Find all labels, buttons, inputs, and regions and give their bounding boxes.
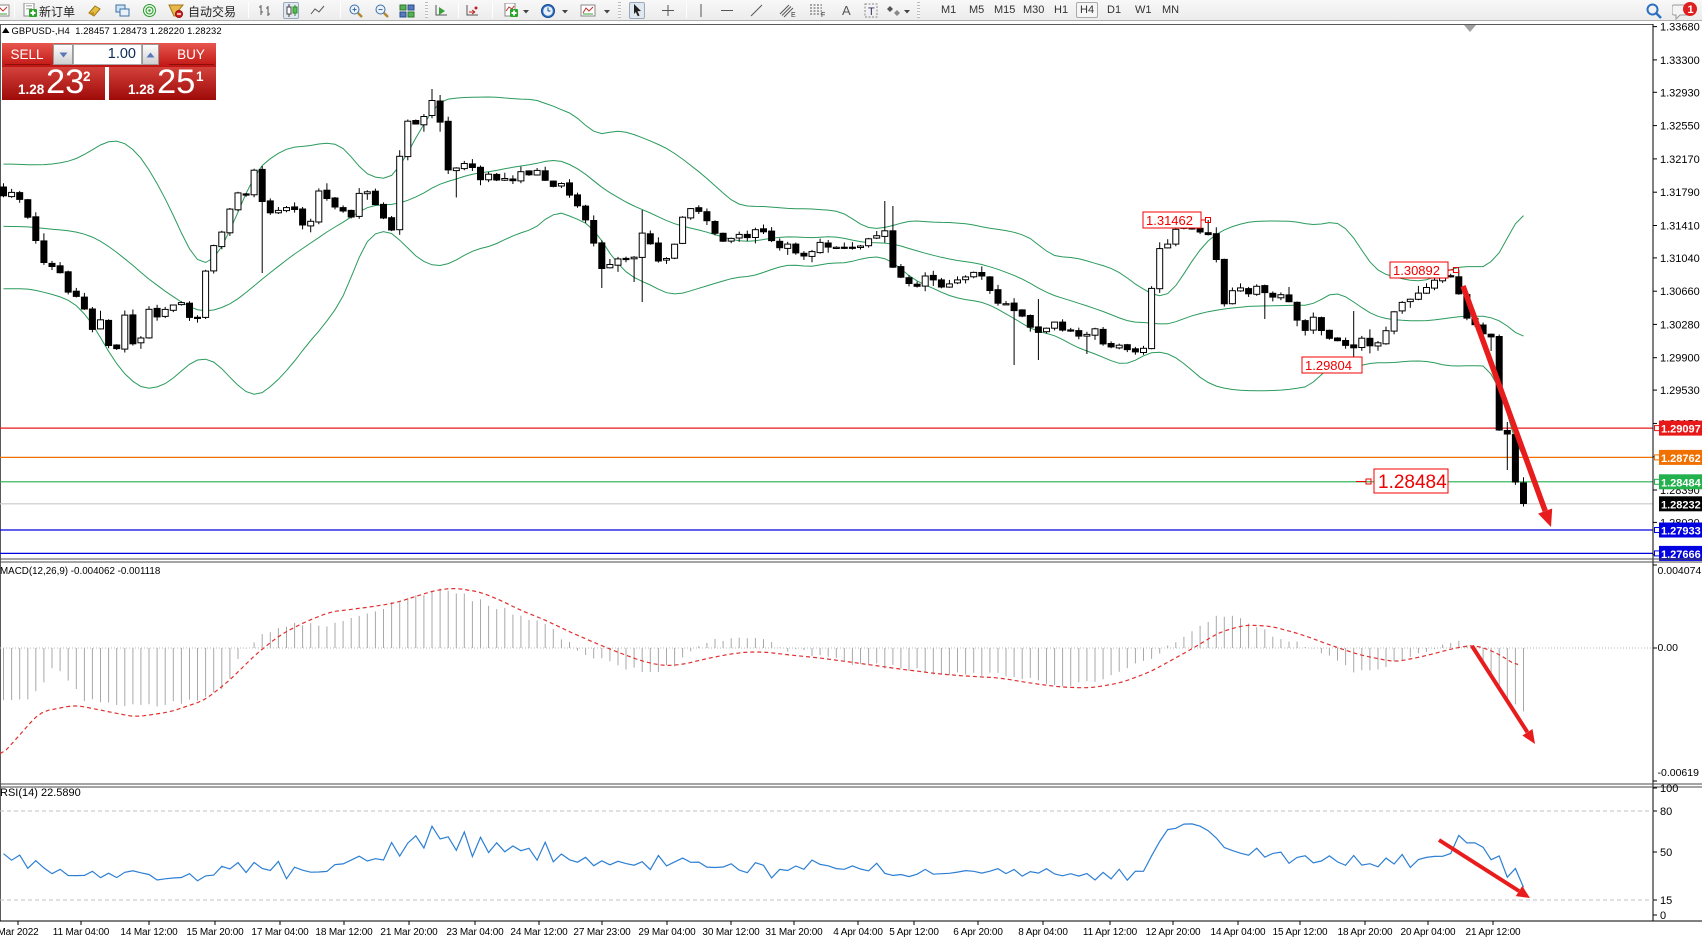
svg-text:A: A xyxy=(842,3,851,18)
svg-text:1.29530: 1.29530 xyxy=(1660,385,1700,397)
svg-text:14 Apr 04:00: 14 Apr 04:00 xyxy=(1211,927,1267,938)
svg-text:20 Apr 04:00: 20 Apr 04:00 xyxy=(1401,927,1457,938)
svg-text:100: 100 xyxy=(1660,783,1678,795)
svg-text:1.31790: 1.31790 xyxy=(1660,187,1700,199)
svg-text:24 Mar 12:00: 24 Mar 12:00 xyxy=(510,927,568,938)
svg-text:1.32550: 1.32550 xyxy=(1660,121,1700,133)
svg-text:17 Mar 04:00: 17 Mar 04:00 xyxy=(251,927,309,938)
svg-text:0.004074: 0.004074 xyxy=(1658,565,1702,577)
svg-text:5 Apr 12:00: 5 Apr 12:00 xyxy=(889,927,939,938)
svg-text:15: 15 xyxy=(1660,895,1672,907)
svg-text:8 Apr 04:00: 8 Apr 04:00 xyxy=(1018,927,1068,938)
svg-text:4 Apr 04:00: 4 Apr 04:00 xyxy=(833,927,883,938)
svg-text:18 Mar 12:00: 18 Mar 12:00 xyxy=(315,927,373,938)
svg-text:21 Apr 12:00: 21 Apr 12:00 xyxy=(1466,927,1522,938)
svg-text:1.28484: 1.28484 xyxy=(1661,477,1702,489)
svg-text:80: 80 xyxy=(1660,806,1672,818)
svg-text:1.30660: 1.30660 xyxy=(1660,286,1700,298)
svg-text:E: E xyxy=(791,12,796,18)
svg-text:18 Apr 20:00: 18 Apr 20:00 xyxy=(1338,927,1394,938)
svg-text:1.31040: 1.31040 xyxy=(1660,253,1700,265)
svg-text:27 Mar 23:00: 27 Mar 23:00 xyxy=(573,927,631,938)
svg-text:30 Mar 12:00: 30 Mar 12:00 xyxy=(702,927,760,938)
svg-text:RSI(14) 22.5890: RSI(14) 22.5890 xyxy=(0,787,81,799)
svg-text:1.30280: 1.30280 xyxy=(1660,319,1700,331)
svg-text:21 Mar 20:00: 21 Mar 20:00 xyxy=(380,927,438,938)
svg-text:1.31462: 1.31462 xyxy=(1146,213,1193,228)
svg-text:0.00: 0.00 xyxy=(1658,642,1679,654)
svg-text:1.30892: 1.30892 xyxy=(1393,263,1440,278)
svg-text:50: 50 xyxy=(1660,847,1672,859)
svg-text:MACD(12,26,9) -0.004062 -0.001: MACD(12,26,9) -0.004062 -0.001118 xyxy=(0,566,161,577)
svg-text:1.28762: 1.28762 xyxy=(1661,453,1701,465)
svg-text:11 Apr 12:00: 11 Apr 12:00 xyxy=(1083,927,1138,938)
svg-text:14 Mar 12:00: 14 Mar 12:00 xyxy=(120,927,178,938)
svg-text:1.27933: 1.27933 xyxy=(1661,526,1701,538)
svg-text:31 Mar 20:00: 31 Mar 20:00 xyxy=(765,927,823,938)
svg-text:11 Mar 04:00: 11 Mar 04:00 xyxy=(53,927,110,938)
svg-text:GBPUSD-,H4 1.28457 1.28473 1.: GBPUSD-,H4 1.28457 1.28473 1.28220 1.282… xyxy=(12,25,222,36)
svg-text:1.29097: 1.29097 xyxy=(1661,424,1701,436)
svg-text:15 Apr 12:00: 15 Apr 12:00 xyxy=(1273,927,1329,938)
svg-text:1.28484: 1.28484 xyxy=(1378,472,1447,493)
svg-text:-0.00619: -0.00619 xyxy=(1658,767,1700,779)
svg-text:0: 0 xyxy=(1660,910,1666,922)
svg-text:1.32930: 1.32930 xyxy=(1660,87,1700,99)
svg-text:12 Apr 20:00: 12 Apr 20:00 xyxy=(1146,927,1202,938)
svg-text:F: F xyxy=(821,12,825,18)
svg-text:1.28232: 1.28232 xyxy=(1661,499,1701,511)
svg-text:1.33300: 1.33300 xyxy=(1660,55,1700,67)
svg-text:1.31410: 1.31410 xyxy=(1660,221,1700,233)
svg-text:1.33680: 1.33680 xyxy=(1660,22,1700,34)
svg-text:1.32170: 1.32170 xyxy=(1660,154,1700,166)
svg-text:Mar 2022: Mar 2022 xyxy=(0,927,39,938)
svg-text:6 Apr 20:00: 6 Apr 20:00 xyxy=(953,927,1003,938)
svg-text:1.27666: 1.27666 xyxy=(1661,549,1701,561)
svg-text:23 Mar 04:00: 23 Mar 04:00 xyxy=(446,927,504,938)
svg-text:15 Mar 20:00: 15 Mar 20:00 xyxy=(186,927,244,938)
svg-text:29 Mar 04:00: 29 Mar 04:00 xyxy=(638,927,696,938)
svg-text:T: T xyxy=(868,6,875,18)
svg-text:1.29804: 1.29804 xyxy=(1305,358,1352,373)
svg-text:1.29900: 1.29900 xyxy=(1660,353,1700,365)
svg-text:1: 1 xyxy=(1688,4,1694,16)
